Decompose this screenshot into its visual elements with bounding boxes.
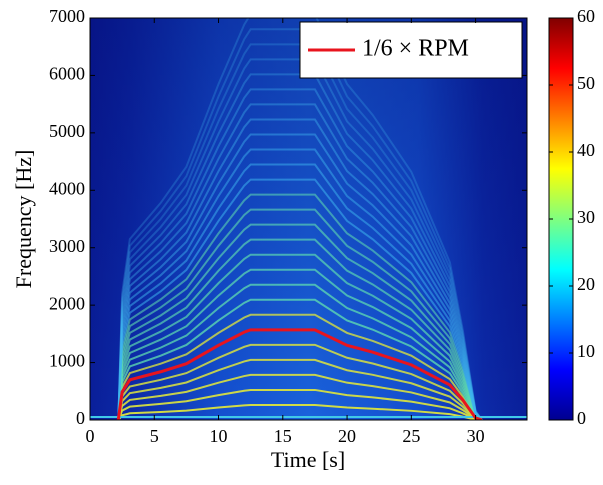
axes-frame — [89, 17, 528, 421]
colorbar-tick-label: 0 — [577, 408, 586, 428]
harmonic — [117, 178, 483, 420]
harmonic — [117, 238, 483, 420]
harmonic — [117, 163, 483, 420]
harmonic — [117, 298, 483, 420]
x-tick-label: 30 — [467, 426, 485, 446]
y-tick-label: 5000 — [49, 121, 85, 141]
harmonic — [117, 88, 483, 420]
x-tick-label: 20 — [338, 426, 356, 446]
harmonic — [117, 118, 483, 420]
y-tick-label: 0 — [76, 408, 85, 428]
harmonic — [117, 223, 483, 420]
plot-area — [116, 328, 483, 420]
y-tick-label: 1000 — [49, 351, 85, 371]
x-tick-label: 5 — [150, 426, 159, 446]
y-tick-label: 3000 — [49, 236, 85, 256]
x-axis-label: Time [s] — [271, 447, 345, 472]
colorbar-tick-label: 40 — [577, 140, 595, 160]
colorbar-tick-label: 30 — [577, 207, 595, 227]
y-axis-label: Frequency [Hz] — [11, 150, 36, 289]
y-tick-label: 6000 — [49, 64, 85, 84]
harmonic — [117, 388, 483, 420]
x-tick-label: 15 — [274, 426, 292, 446]
y-tick-label: 4000 — [49, 178, 85, 198]
harmonic — [117, 133, 483, 420]
x-tick-label: 25 — [402, 426, 420, 446]
harmonic — [117, 373, 483, 420]
rpm-line — [116, 328, 483, 420]
harmonic — [117, 28, 483, 420]
colorbar-tick-label: 10 — [577, 341, 595, 361]
x-tick-label: 10 — [210, 426, 228, 446]
harmonic — [117, 283, 483, 420]
y-tick-label: 7000 — [49, 6, 85, 26]
colorbar-tick-label: 50 — [577, 73, 595, 93]
harmonic — [117, 73, 483, 420]
harmonic — [117, 253, 483, 420]
x-tick-label: 0 — [86, 426, 95, 446]
harmonic — [117, 103, 483, 420]
harmonic — [117, 268, 483, 420]
harmonic — [117, 208, 483, 420]
harmonic — [117, 343, 483, 420]
harmonic — [117, 18, 483, 420]
legend-label: 1/6 × RPM — [362, 36, 469, 62]
harmonic — [117, 403, 483, 420]
colorbar-tick-label: 20 — [577, 274, 595, 294]
harmonic — [117, 148, 483, 420]
harmonic — [117, 193, 483, 420]
y-tick-label: 2000 — [49, 293, 85, 313]
colorbar-tick-label: 60 — [577, 6, 595, 26]
harmonic — [117, 358, 483, 420]
harmonic — [117, 58, 483, 420]
harmonic — [117, 43, 483, 420]
harmonic — [117, 313, 483, 420]
